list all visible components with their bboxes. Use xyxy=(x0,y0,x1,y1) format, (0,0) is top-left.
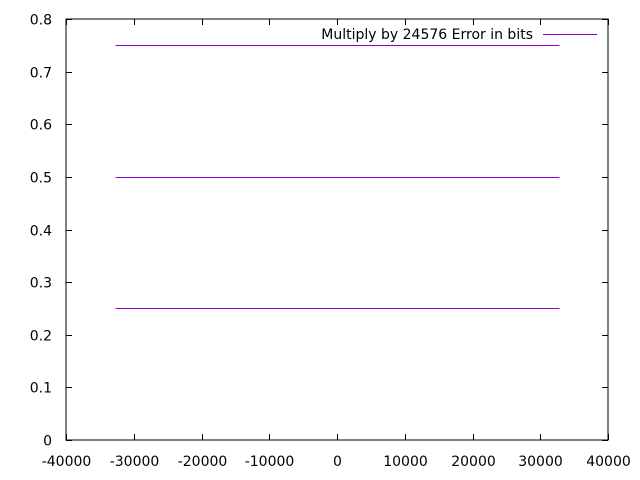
y-axis: 0 0.1 0.2 0.3 0.4 0.5 0.6 0.7 0.8 xyxy=(30,13,608,450)
x-tick-label: -20000 xyxy=(178,454,228,470)
x-tick-label: -10000 xyxy=(245,454,295,470)
y-tick-label: 0 xyxy=(43,434,52,450)
y-tick-label: 0.7 xyxy=(30,66,52,82)
legend: Multiply by 24576 Error in bits xyxy=(321,27,597,43)
x-tick-label: 10000 xyxy=(383,454,428,470)
x-axis: -40000 -30000 -20000 -10000 0 10000 20000 30000… xyxy=(42,19,631,470)
x-tick-label: -40000 xyxy=(42,454,92,470)
y-tick-label: 0.8 xyxy=(30,13,52,29)
y-tick-label: 0.5 xyxy=(30,171,52,187)
x-tick-label: 20000 xyxy=(451,454,496,470)
y-tick-label: 0.6 xyxy=(30,118,52,134)
y-tick-label: 0.1 xyxy=(30,381,52,397)
x-tick-label: -30000 xyxy=(110,454,160,470)
y-tick-label: 0.3 xyxy=(30,276,52,292)
legend-label: Multiply by 24576 Error in bits xyxy=(321,27,533,43)
y-tick-label: 0.2 xyxy=(30,329,52,345)
series-layer xyxy=(115,45,560,309)
x-tick-label: 30000 xyxy=(518,454,563,470)
y-tick-label: 0.4 xyxy=(30,224,52,240)
x-tick-label: 0 xyxy=(333,454,342,470)
x-tick-label: 40000 xyxy=(586,454,631,470)
